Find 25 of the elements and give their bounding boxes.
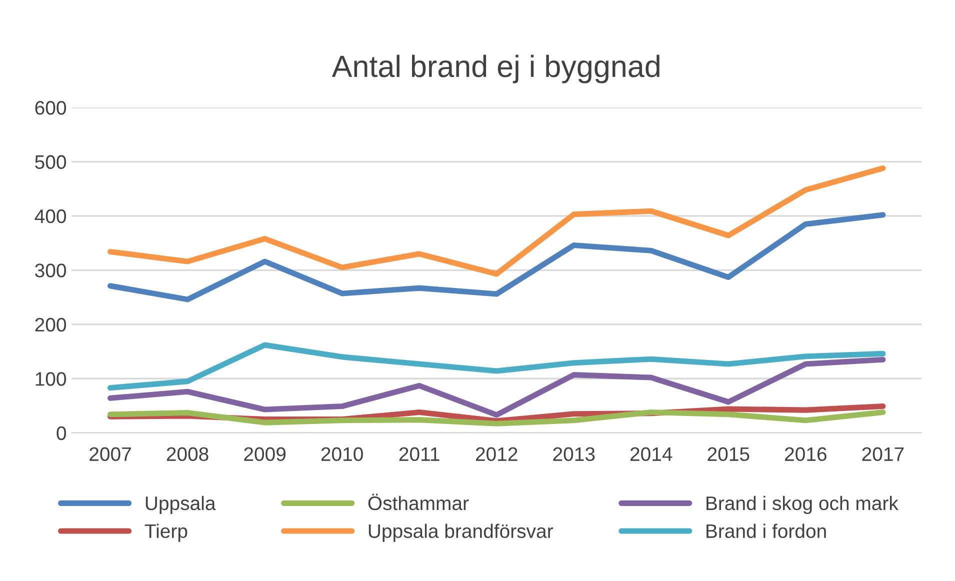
x-tick-label: 2009 — [244, 447, 286, 462]
chart-title: Antal brand ej i byggnad — [332, 54, 660, 84]
x-tick-label: 2015 — [708, 447, 750, 462]
x-tick-label: 2017 — [862, 447, 904, 462]
x-tick-label: 2014 — [630, 447, 672, 462]
x-tick-label: 2007 — [90, 447, 131, 462]
y-tick-label: 300 — [35, 264, 66, 278]
legend-label: Tierp — [144, 524, 188, 542]
y-tick-label: 400 — [34, 209, 66, 224]
x-tick-label: 2012 — [476, 447, 518, 462]
x-tick-label: 2011 — [399, 447, 440, 462]
legend-label: Brand i fordon — [706, 524, 826, 538]
y-tick-label: 0 — [56, 426, 66, 440]
legend-label: Uppsala brandförsvar — [368, 524, 553, 542]
legend-label: Brand i skog och mark — [706, 496, 898, 514]
y-tick-label: 100 — [36, 372, 66, 386]
y-tick-label: 200 — [35, 318, 66, 332]
x-tick-label: 2013 — [553, 447, 595, 462]
legend-label: Uppsala — [146, 496, 216, 514]
y-tick-label: 500 — [35, 155, 66, 169]
y-tick-label: 600 — [35, 100, 66, 115]
legend-label: Östhammar — [368, 494, 469, 510]
x-tick-label: 2010 — [321, 447, 363, 462]
x-tick-label: 2016 — [785, 447, 826, 462]
x-tick-label: 2008 — [166, 447, 208, 462]
